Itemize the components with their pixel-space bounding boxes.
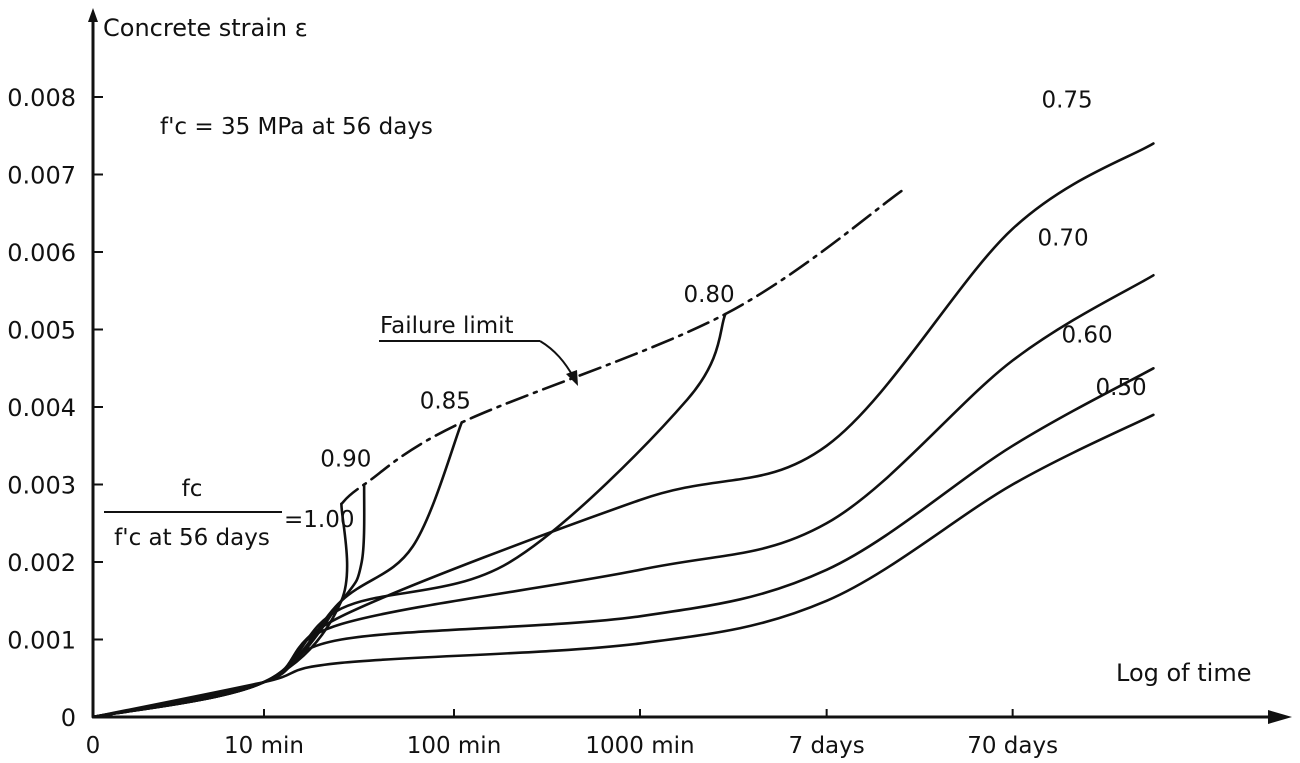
series-label-0.70: 0.70 — [1037, 225, 1088, 251]
x-axis-arrowhead — [1268, 710, 1292, 724]
ratio-denominator: f'c at 56 days — [114, 525, 270, 551]
series-line-0.85 — [91, 421, 463, 719]
y-tick-label: 0.001 — [7, 627, 76, 655]
series-label-0.50: 0.50 — [1095, 375, 1146, 401]
ticks: 0 0.001 0.002 0.003 0.004 0.005 0.006 0.007 0.00… — [7, 84, 1058, 759]
failure-limit-annotation: Failure limit — [379, 313, 578, 386]
x-tick-label: 10 min — [224, 733, 304, 759]
y-tick-label: 0.006 — [7, 239, 76, 267]
ratio-value: =1.00 — [284, 507, 354, 533]
ratio-numerator: fc — [182, 476, 203, 502]
y-tick-label: 0.003 — [7, 472, 76, 500]
axes — [88, 8, 1292, 724]
y-tick-label: 0 — [61, 704, 76, 732]
series-line-0.80 — [91, 312, 727, 719]
x-axis-title: Log of time — [1116, 659, 1251, 687]
x-tick-label: 100 min — [407, 733, 502, 759]
failure-limit-label: Failure limit — [380, 313, 514, 339]
x-tick-label: 7 days — [789, 733, 865, 759]
curves: 0.90 0.85 0.80 0.75 0.70 0.60 0.50 — [91, 88, 1155, 719]
series-label-0.90: 0.90 — [320, 447, 371, 473]
x-tick-label: 70 days — [967, 733, 1058, 759]
series-label-0.75: 0.75 — [1041, 88, 1092, 114]
y-tick-label: 0.004 — [7, 394, 76, 422]
stress-ratio-annotation: fc f'c at 56 days =1.00 — [104, 476, 354, 551]
failure-limit-arrowhead — [566, 370, 578, 386]
series-label-0.85: 0.85 — [420, 389, 471, 415]
y-axis-title: Concrete strain ε — [103, 14, 308, 42]
y-tick-label: 0.005 — [7, 317, 76, 345]
series-line-0.75 — [91, 142, 1155, 719]
x-tick-label: 1000 min — [585, 733, 694, 759]
series-label-0.80: 0.80 — [683, 282, 734, 308]
series-line-0.50 — [91, 413, 1155, 719]
failure-limit-leader — [539, 340, 575, 379]
y-tick-label: 0.007 — [7, 162, 76, 190]
x-tick-label: 0 — [86, 733, 101, 759]
y-tick-label: 0.002 — [7, 549, 76, 577]
y-axis-arrowhead — [88, 8, 98, 22]
strength-note: f'c = 35 MPa at 56 days — [160, 114, 433, 140]
failure-limit-line — [340, 188, 905, 506]
series-label-0.60: 0.60 — [1061, 322, 1112, 348]
y-tick-label: 0.008 — [7, 84, 76, 112]
